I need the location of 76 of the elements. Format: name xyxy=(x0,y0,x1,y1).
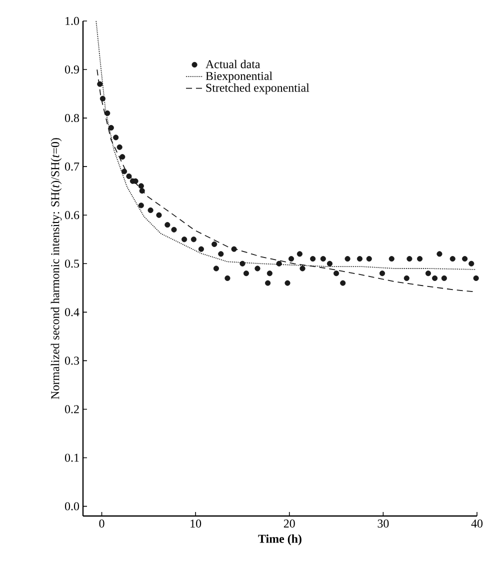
point xyxy=(182,236,188,242)
point xyxy=(138,183,144,189)
point xyxy=(356,256,363,262)
point xyxy=(333,270,340,276)
point xyxy=(212,241,218,248)
point xyxy=(320,256,326,262)
point xyxy=(406,256,412,262)
point xyxy=(121,168,128,174)
point xyxy=(139,188,145,194)
point xyxy=(462,256,468,262)
point xyxy=(224,275,230,281)
y-tick-label: 0.6 xyxy=(64,211,80,220)
point xyxy=(436,251,442,257)
point xyxy=(126,174,132,180)
y-tick-label: 0.5 xyxy=(64,260,80,268)
x-axis-title: Time (h) xyxy=(258,534,302,546)
point xyxy=(156,212,162,218)
point xyxy=(243,270,250,276)
point xyxy=(276,260,282,266)
point xyxy=(254,266,260,272)
point xyxy=(108,124,114,131)
point xyxy=(288,256,294,262)
point xyxy=(100,96,106,102)
point xyxy=(310,256,316,262)
legend-label: Actual data xyxy=(206,60,260,68)
point xyxy=(432,275,438,281)
point xyxy=(468,260,474,266)
point xyxy=(97,81,103,87)
point xyxy=(164,222,170,228)
point xyxy=(213,266,219,272)
y-tick-label: 0.0 xyxy=(64,502,80,510)
point xyxy=(441,275,447,281)
point xyxy=(296,251,302,257)
point xyxy=(240,260,246,266)
point xyxy=(340,280,346,286)
point xyxy=(284,280,290,286)
point xyxy=(388,256,394,262)
point xyxy=(231,246,237,252)
y-tick-label: 0.7 xyxy=(64,162,80,171)
point xyxy=(450,256,456,262)
point xyxy=(218,251,224,257)
point xyxy=(171,226,177,232)
x-tick-label: 30 xyxy=(378,520,389,528)
point xyxy=(416,256,423,262)
x-tick-label: 10 xyxy=(190,520,202,528)
point xyxy=(473,275,479,281)
y-tick-label: 0.3 xyxy=(64,356,80,365)
point xyxy=(120,154,126,160)
y-tick-label: 0.9 xyxy=(64,65,79,74)
x-tick-label: 20 xyxy=(284,520,295,528)
x-tick-label: 40 xyxy=(471,520,483,528)
y-axis-title: Normalized second harmonic intensity: SH(t)/SH(t=0) xyxy=(50,138,62,400)
point xyxy=(366,256,372,262)
point xyxy=(198,246,204,252)
y-tick-label: 1.0 xyxy=(66,16,80,26)
point xyxy=(116,144,122,150)
point xyxy=(104,110,110,116)
point xyxy=(113,134,119,140)
point xyxy=(148,207,154,214)
point xyxy=(190,236,196,242)
y-tick-label: 0.4 xyxy=(64,308,80,316)
y-tick-label: 0.2 xyxy=(64,405,79,414)
legend-label: Stretched exponential xyxy=(206,83,310,94)
point xyxy=(344,256,350,262)
y-tick-label: 0.8 xyxy=(64,114,80,122)
point xyxy=(404,275,410,281)
point xyxy=(326,260,333,266)
point xyxy=(265,280,271,286)
point xyxy=(300,266,306,272)
y-tick-label: 0.1 xyxy=(64,454,79,462)
legend-label: Biexponential xyxy=(206,72,272,82)
point xyxy=(266,270,272,276)
x-tick-label: 0 xyxy=(99,520,104,528)
point xyxy=(425,270,432,276)
point xyxy=(379,270,386,276)
point xyxy=(138,202,144,208)
